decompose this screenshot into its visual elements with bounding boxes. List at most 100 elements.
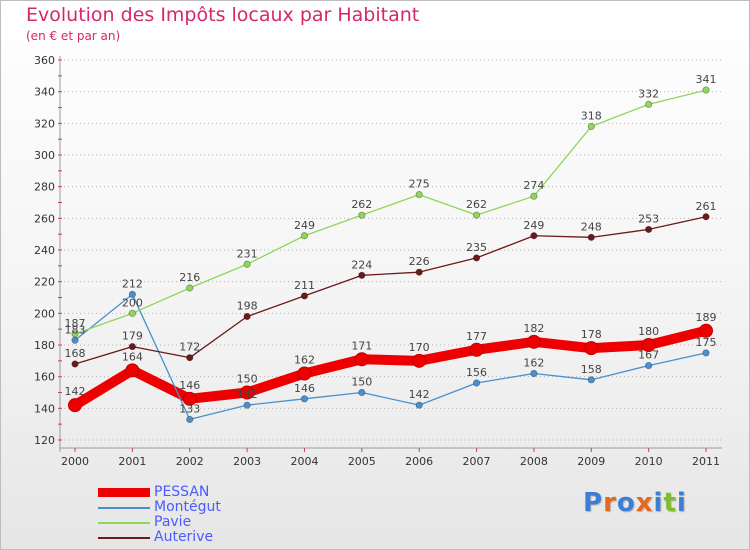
legend-label: Pavie	[154, 514, 192, 530]
data-point	[472, 379, 481, 387]
legend-swatch	[98, 488, 150, 497]
data-label: 231	[237, 247, 258, 260]
data-point	[300, 395, 309, 403]
data-point	[645, 100, 653, 108]
y-tick-label: 280	[34, 181, 55, 194]
data-point	[68, 398, 82, 413]
x-tick-label: 2011	[692, 455, 720, 468]
proxiti-logo: Proxiti	[583, 488, 687, 518]
data-point	[358, 388, 366, 397]
x-tick-label: 2005	[348, 455, 376, 468]
data-label: 235	[466, 241, 487, 254]
data-point	[71, 330, 79, 338]
data-label: 158	[581, 363, 602, 376]
data-point	[125, 363, 140, 378]
data-point	[300, 292, 309, 300]
data-point	[530, 232, 538, 240]
y-tick-label: 200	[34, 307, 55, 320]
series-line-pessan	[70, 325, 711, 411]
data-point	[587, 122, 595, 131]
legend-item: Pavie	[98, 515, 221, 530]
data-label: 253	[638, 212, 659, 225]
data-label: 142	[237, 388, 258, 401]
chart-subtitle: (en € et par an)	[26, 29, 121, 43]
data-label: 175	[696, 336, 717, 349]
data-point	[530, 192, 538, 200]
data-point	[412, 353, 427, 368]
y-tick-label: 140	[34, 402, 55, 415]
data-label: 142	[409, 388, 430, 401]
data-label: 162	[294, 354, 315, 367]
legend-swatch	[98, 506, 150, 509]
data-label: 341	[696, 73, 717, 86]
legend-swatch	[98, 521, 150, 524]
logo-letter: i	[676, 488, 687, 518]
legend-label: Auterive	[154, 529, 214, 545]
data-point	[300, 232, 309, 240]
data-point	[530, 369, 538, 378]
data-point	[128, 309, 136, 317]
data-label: 171	[351, 339, 372, 352]
data-point	[186, 284, 194, 292]
data-point	[71, 360, 79, 368]
data-label: 226	[409, 255, 430, 268]
x-tick-label: 2004	[290, 455, 318, 468]
series-line-montgut	[74, 293, 707, 421]
data-point	[472, 254, 481, 262]
legend: PESSAN Montégut Pavie Auterive	[98, 485, 221, 545]
data-label: 146	[179, 379, 200, 392]
logo-letter: x	[635, 488, 654, 518]
data-point	[702, 86, 710, 94]
data-label: 156	[466, 366, 487, 379]
logo-letter: P	[583, 488, 604, 518]
data-point	[182, 391, 197, 406]
x-tick-label: 2000	[61, 455, 89, 468]
data-point	[358, 271, 366, 279]
data-point	[702, 349, 710, 357]
data-label: 168	[65, 347, 86, 360]
data-point	[415, 268, 423, 276]
data-point	[472, 211, 481, 219]
data-label: 183	[65, 323, 86, 336]
data-point	[358, 211, 366, 219]
data-point	[699, 323, 713, 338]
y-tick-label: 260	[34, 212, 55, 225]
data-label: 275	[409, 178, 430, 191]
logo-letter: r	[603, 488, 617, 518]
data-label: 212	[122, 277, 143, 290]
data-point	[415, 190, 423, 199]
data-label: 249	[294, 219, 315, 232]
series-line-auterive	[74, 216, 707, 365]
legend-label: PESSAN	[154, 484, 210, 500]
data-point	[415, 401, 423, 409]
y-tick-label: 240	[34, 244, 55, 257]
chart-title: Evolution des Impôts locaux par Habitant	[26, 4, 420, 26]
legend-swatch	[98, 536, 150, 539]
series-line-pavie	[74, 89, 707, 335]
data-point	[645, 225, 653, 234]
data-label: 167	[638, 349, 659, 362]
data-label: 178	[581, 328, 602, 341]
data-point	[702, 213, 710, 221]
data-point	[240, 385, 255, 400]
data-label: 211	[294, 279, 315, 292]
x-tick-label: 2010	[635, 455, 663, 468]
logo-letter: t	[663, 488, 677, 518]
x-tick-label: 2002	[176, 455, 204, 468]
y-tick-label: 320	[34, 117, 55, 130]
x-tick-label: 2001	[118, 455, 146, 468]
legend-item: Montégut	[98, 500, 221, 515]
data-label: 261	[696, 200, 717, 213]
legend-item: Auterive	[98, 530, 221, 545]
data-label: 170	[409, 341, 430, 354]
data-point	[186, 354, 194, 362]
data-point	[587, 233, 595, 241]
legend-item: PESSAN	[98, 485, 221, 500]
data-label: 318	[581, 110, 602, 123]
data-point	[128, 342, 136, 351]
data-label: 179	[122, 330, 143, 343]
data-point	[641, 338, 656, 352]
legend-label: Montégut	[154, 499, 221, 515]
x-tick-label: 2007	[463, 455, 491, 468]
y-tick-label: 120	[34, 434, 55, 447]
